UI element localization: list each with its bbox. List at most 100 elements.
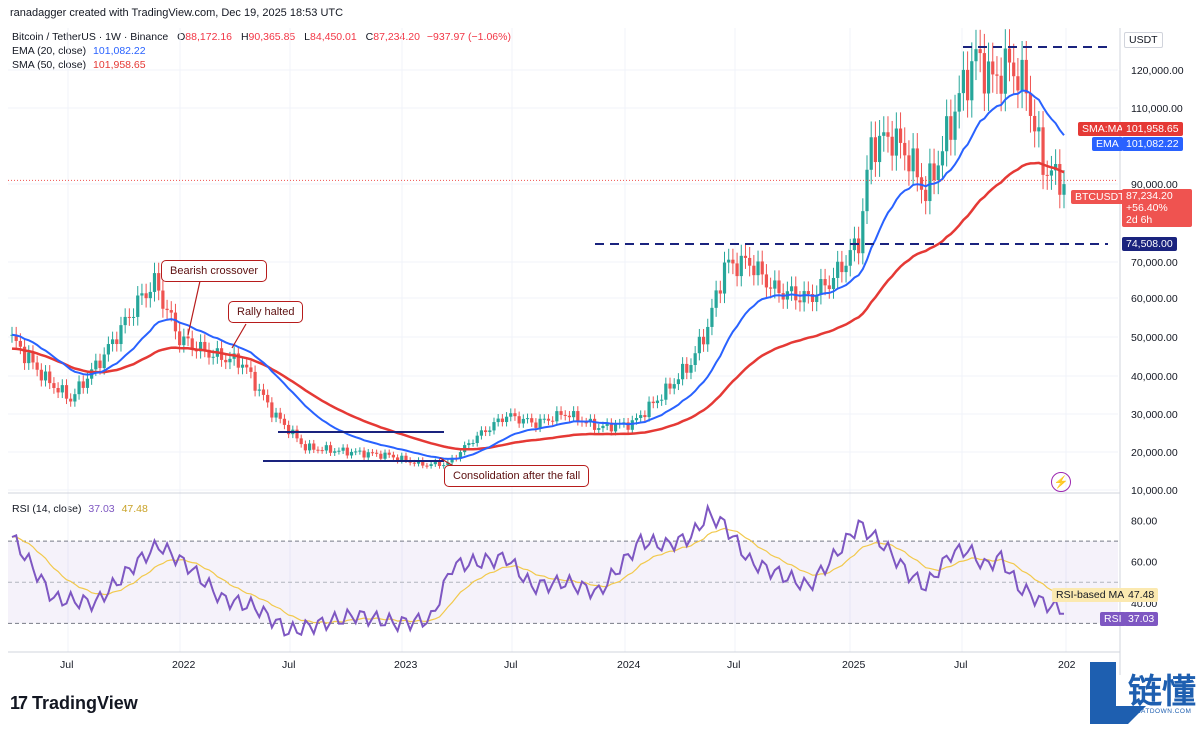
- currency-label[interactable]: USDT: [1124, 32, 1163, 48]
- candle-body: [39, 369, 43, 381]
- candle-body: [748, 257, 752, 266]
- candle-body: [240, 364, 245, 368]
- candle-body: [877, 135, 882, 163]
- high-value: 90,365.85: [248, 31, 296, 43]
- candle-body: [546, 418, 551, 421]
- candle-body: [513, 413, 517, 417]
- candle-body: [706, 326, 710, 345]
- candle-body: [932, 163, 936, 181]
- candle-body: [379, 453, 383, 459]
- candle-body: [479, 430, 484, 436]
- time-tick-label: Jul: [60, 659, 73, 671]
- candle-body: [1012, 62, 1016, 77]
- candle-body: [743, 255, 748, 258]
- candle-body: [739, 255, 743, 277]
- candle-body: [467, 443, 471, 446]
- btc-tag-countdown: 2d 6h: [1126, 214, 1153, 226]
- time-tick-label: Jul: [954, 659, 967, 671]
- time-tick-label: 2025: [842, 659, 866, 671]
- candle-body: [651, 401, 655, 404]
- candle-body: [605, 422, 609, 426]
- candle-body: [551, 420, 555, 422]
- candle-body: [307, 443, 312, 451]
- ema-legend-value: 101,082.22: [93, 45, 146, 57]
- time-tick-label: 2023: [394, 659, 418, 671]
- chart-author-line: ranadagger created with TradingView.com,…: [10, 7, 344, 19]
- candle-body: [60, 385, 64, 393]
- candle-body: [349, 451, 354, 456]
- candle-body: [857, 238, 861, 254]
- candle-body: [517, 416, 521, 424]
- rsi-line: [11, 503, 1064, 637]
- candle-body: [173, 312, 178, 332]
- candle-body: [639, 415, 643, 418]
- price-tick-label: 30,000.00: [1131, 409, 1178, 421]
- candle-body: [207, 349, 211, 358]
- candle-body: [1020, 59, 1024, 91]
- candle-body: [157, 273, 161, 291]
- candle-body: [1062, 184, 1066, 195]
- candle-body: [869, 137, 873, 170]
- sma-legend-value: 101,958.65: [93, 59, 146, 71]
- candle-body: [509, 413, 513, 417]
- candle-body: [802, 291, 806, 303]
- candle-body: [287, 424, 291, 435]
- candle-body: [429, 464, 433, 466]
- candle-body: [31, 352, 35, 363]
- candle-body: [974, 49, 978, 62]
- candle-body: [354, 451, 358, 453]
- candle-body: [727, 259, 731, 263]
- candle-body: [395, 457, 400, 461]
- candle-body: [249, 367, 253, 372]
- candle-body: [421, 460, 425, 466]
- candle-body: [680, 363, 685, 380]
- candle-body: [140, 293, 144, 296]
- price-tick-label: 10,000.00: [1131, 485, 1178, 497]
- candle-body: [655, 400, 660, 404]
- candle-body: [18, 340, 22, 347]
- candle-body: [383, 452, 387, 459]
- candle-body: [756, 261, 760, 276]
- low-value: 84,450.01: [310, 31, 357, 43]
- annotation-consolidation[interactable]: Consolidation after the fall: [444, 465, 590, 487]
- candle-body: [982, 53, 986, 94]
- candle-body: [77, 381, 81, 395]
- annotation-bearish-crossover[interactable]: Bearish crossover: [161, 260, 268, 282]
- time-tick-label: 2024: [617, 659, 641, 671]
- candle-body: [760, 261, 764, 275]
- candle-body: [894, 128, 898, 156]
- candle-body: [676, 379, 681, 385]
- candle-body: [270, 402, 274, 418]
- candle-body: [668, 383, 672, 389]
- lightning-icon[interactable]: ⚡: [1051, 472, 1071, 492]
- candle-body: [1003, 48, 1007, 94]
- candle-body: [131, 316, 136, 318]
- candle-body: [542, 418, 546, 420]
- candle-body: [266, 394, 270, 403]
- symbol-legend[interactable]: Bitcoin / TetherUS · 1W · Binance O88,17…: [12, 31, 511, 43]
- candle-body: [597, 428, 601, 430]
- candle-body: [936, 165, 940, 181]
- candle-body: [882, 132, 886, 136]
- candle-body: [940, 151, 945, 166]
- candle-body: [282, 418, 287, 425]
- price-tick-label: 60,000.00: [1131, 293, 1178, 305]
- watermark-subtext: NEATDOWN.COM: [1131, 708, 1192, 715]
- candle-body: [52, 383, 56, 389]
- candle-body: [525, 418, 530, 420]
- candle-body: [102, 354, 106, 369]
- tradingview-logo[interactable]: 17 TradingView: [10, 693, 138, 714]
- candle-body: [907, 155, 911, 172]
- annotation-rally-halted[interactable]: Rally halted: [228, 301, 304, 323]
- candle-body: [504, 416, 509, 423]
- candle-body: [970, 61, 974, 101]
- rsi-legend[interactable]: RSI (14, close) 37.03 47.48: [12, 503, 148, 515]
- price-tick-label: 70,000.00: [1131, 257, 1178, 269]
- candle-body: [672, 384, 676, 389]
- btc-tag-value: 87,234.20: [1126, 190, 1173, 202]
- candle-body: [978, 49, 982, 54]
- candle-body: [366, 452, 370, 458]
- candle-body: [500, 418, 504, 423]
- candle-body: [362, 450, 366, 458]
